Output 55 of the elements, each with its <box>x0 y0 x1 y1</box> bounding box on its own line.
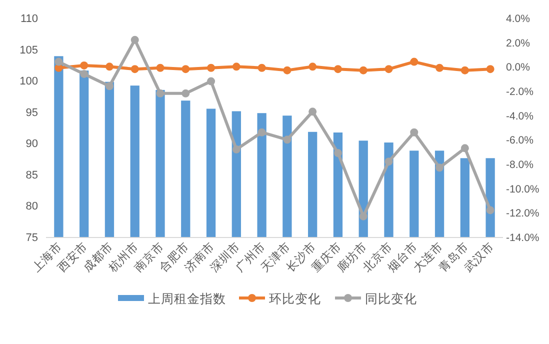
point <box>54 58 63 66</box>
y-tick-label: 100 <box>20 76 38 88</box>
y-tick-label: 75 <box>26 232 38 244</box>
y-tick-label: 90 <box>26 138 38 150</box>
y-tick-label: 80 <box>26 200 38 213</box>
point <box>105 82 114 90</box>
point <box>436 64 444 72</box>
point <box>359 66 368 74</box>
point <box>308 108 317 116</box>
point <box>410 128 418 136</box>
y2-tick-label: -14.0% <box>506 232 540 244</box>
point <box>410 58 418 66</box>
point <box>232 145 240 154</box>
y2-tick-label: -8.0% <box>506 159 534 171</box>
point <box>258 64 266 72</box>
point <box>334 65 342 74</box>
y2-tick-label: -4.0% <box>506 110 534 122</box>
legend-label: 同比变化 <box>365 292 417 306</box>
point <box>460 66 469 74</box>
point <box>80 70 88 78</box>
point <box>182 65 190 74</box>
point <box>384 65 393 74</box>
y2-tick-label: -2.0% <box>506 86 534 98</box>
point <box>384 158 393 166</box>
point <box>207 77 216 86</box>
point <box>308 62 317 71</box>
point <box>156 89 164 98</box>
point <box>232 62 240 71</box>
point <box>156 64 164 72</box>
point <box>334 149 342 158</box>
y2-tick-label: 2.0% <box>506 37 530 50</box>
y-tick-label: 95 <box>26 106 38 119</box>
y2-tick-label: -6.0% <box>506 134 534 147</box>
point <box>182 89 190 98</box>
y-tick-label: 110 <box>20 13 38 25</box>
y-tick-label: 105 <box>20 44 38 56</box>
point <box>207 64 216 72</box>
legend-label: 上周租金指数 <box>148 292 226 306</box>
point <box>130 36 139 44</box>
y2-tick-label: -10.0% <box>506 183 540 196</box>
point <box>436 164 444 172</box>
y2-tick-label: 4.0% <box>506 13 530 25</box>
y2-tick-label: -12.0% <box>506 208 540 220</box>
y2-tick-label: 0.0% <box>506 62 530 74</box>
point <box>460 144 469 152</box>
point <box>80 61 88 70</box>
point <box>486 65 494 74</box>
point <box>105 62 114 71</box>
point <box>258 128 266 136</box>
legend-label: 环比变化 <box>269 292 321 306</box>
point <box>283 66 292 74</box>
y-tick-label: 85 <box>26 169 38 182</box>
point <box>283 136 292 144</box>
point <box>130 65 139 74</box>
point <box>486 206 494 214</box>
